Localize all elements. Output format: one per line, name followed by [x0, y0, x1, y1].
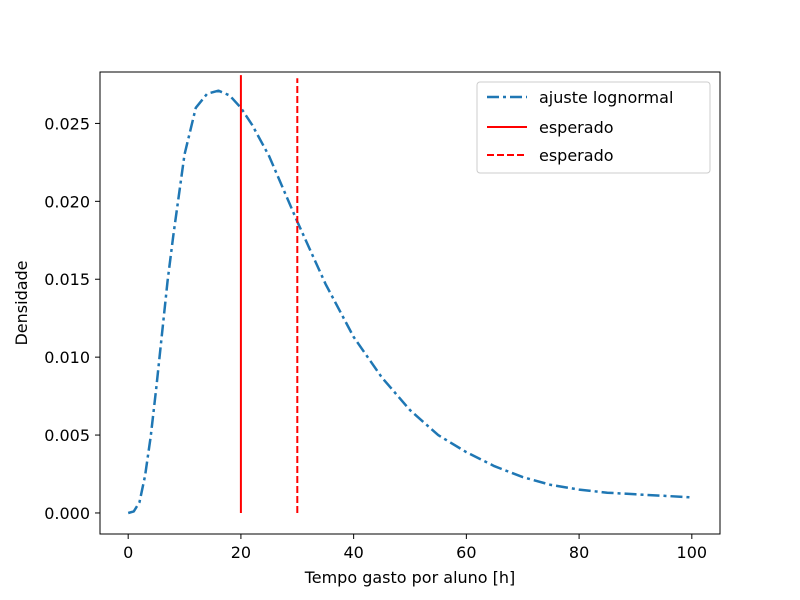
y-tick-label: 0.020: [44, 192, 90, 211]
y-tick-label: 0.000: [44, 504, 90, 523]
axes-frame: [99, 71, 721, 535]
legend-label-esperado-solid: esperado: [539, 118, 614, 137]
legend-label-lognormal: ajuste lognormal: [539, 88, 673, 107]
legend-label-esperado-dashed: esperado: [539, 146, 614, 165]
legend-box: [476, 81, 711, 174]
x-tick-label: 0: [123, 543, 133, 562]
x-tick-label: 80: [569, 543, 589, 562]
axis-ticks: 0 20 40 60 80 100 0.000 0.005 0.010 0.015 0.020 0.0…: [44, 114, 707, 562]
legend: ajuste lognormal esperado esperado: [476, 81, 711, 174]
plot-area: [127, 75, 692, 515]
y-tick-label: 0.015: [44, 270, 90, 289]
y-tick-label: 0.025: [44, 114, 90, 133]
x-tick-label: 100: [677, 543, 708, 562]
x-tick-label: 40: [343, 543, 363, 562]
x-axis-title: Tempo gasto por aluno [h]: [304, 568, 516, 587]
x-tick-label: 20: [231, 543, 251, 562]
x-tick-label: 60: [456, 543, 476, 562]
y-axis-title: Densidade: [12, 260, 31, 345]
y-tick-label: 0.010: [44, 348, 90, 367]
lognormal-fit-line: [127, 89, 692, 515]
y-tick-label: 0.005: [44, 426, 90, 445]
